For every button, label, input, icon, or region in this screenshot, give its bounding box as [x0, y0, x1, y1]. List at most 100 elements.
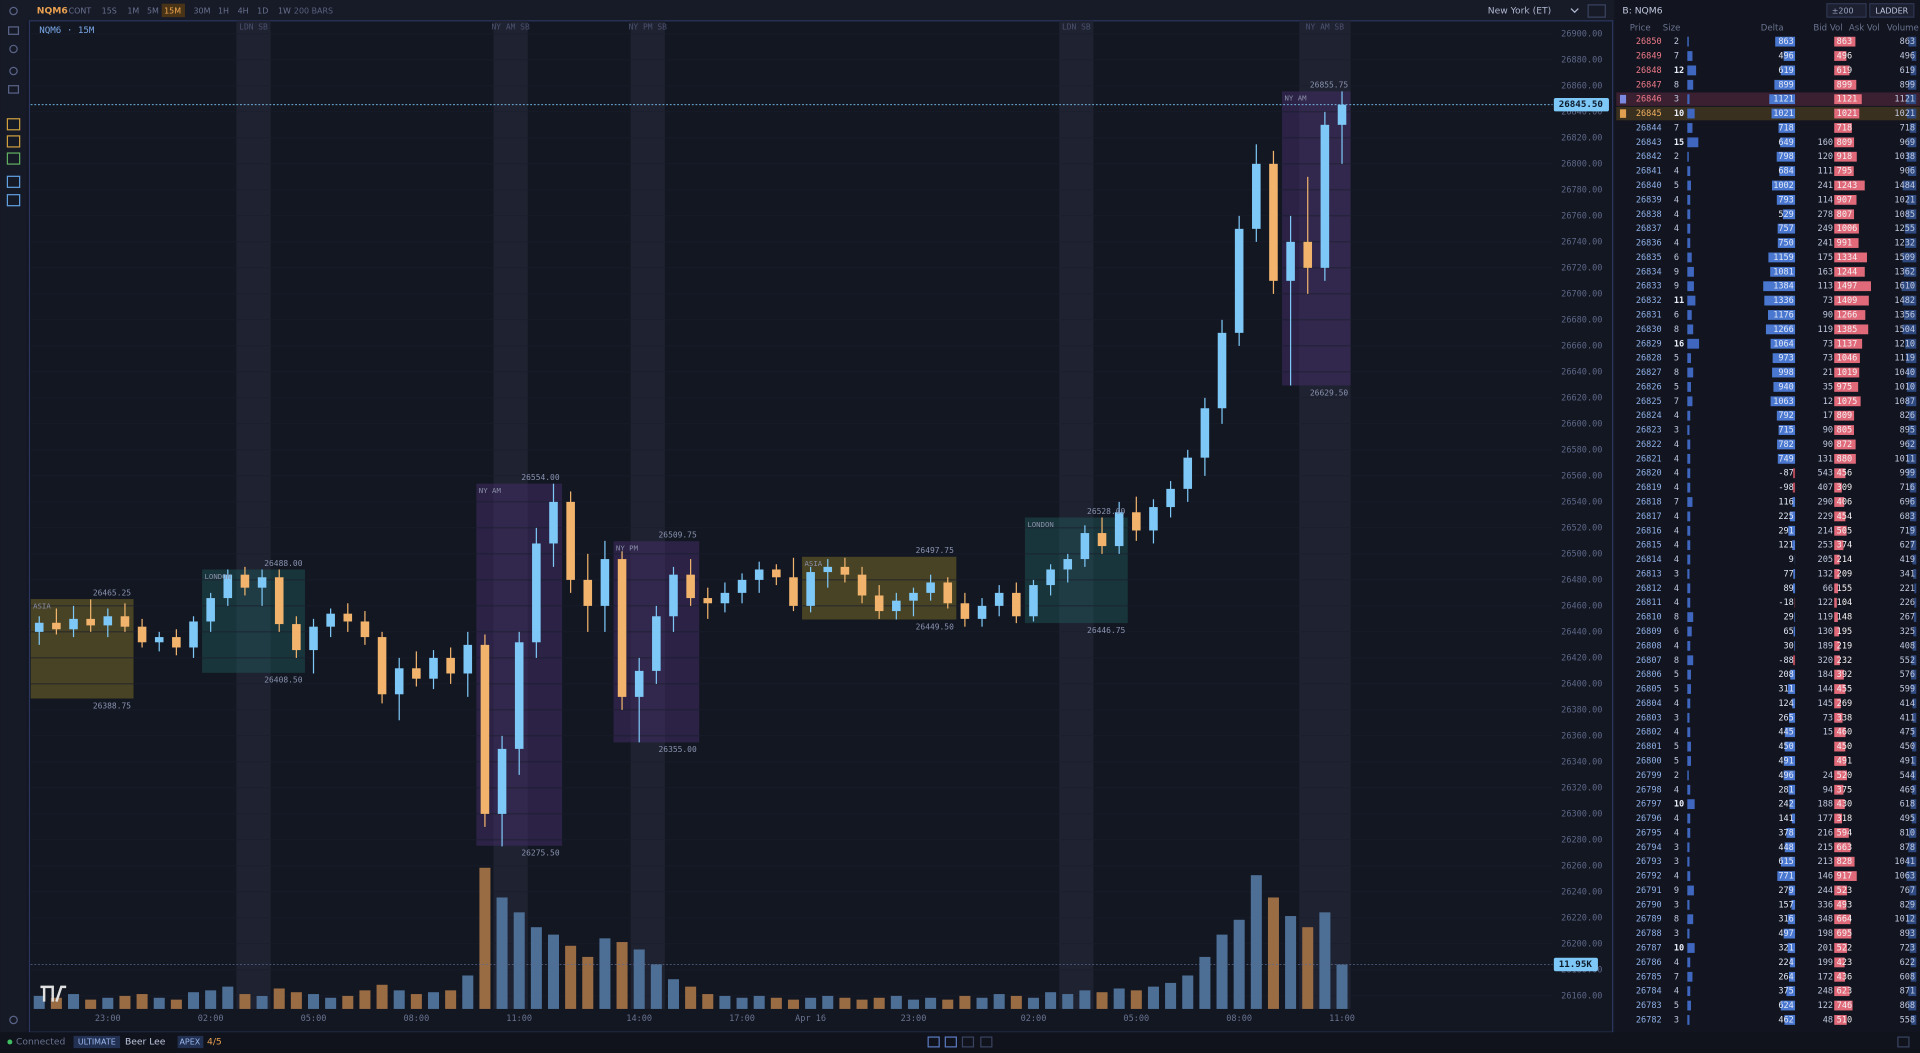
- volume-bar: [359, 990, 371, 1009]
- ladder-ask-vol: 1334: [1837, 253, 1858, 263]
- candle-body: [754, 569, 764, 580]
- ask-vol-bar: [1834, 626, 1840, 637]
- ladder-delta: 750: [1778, 239, 1793, 249]
- timeframe[interactable]: 30M: [194, 7, 211, 16]
- ladder-price: 26843: [1636, 138, 1662, 148]
- candle-body: [429, 657, 438, 679]
- volume-bar: [1130, 990, 1142, 1009]
- ladder-bid-vol: 94: [1823, 785, 1833, 795]
- ladder-price: 26796: [1636, 814, 1662, 824]
- ladder-volume: 899: [1900, 80, 1915, 90]
- ladder-bid-vol: 73: [1823, 339, 1833, 349]
- ladder-bid-vol: 66: [1823, 584, 1833, 594]
- ladder-size: 3: [1674, 900, 1679, 910]
- ladder-size: 3: [1674, 929, 1679, 939]
- timeframe[interactable]: 15S: [102, 7, 117, 16]
- ladder-volume: 895: [1900, 426, 1915, 436]
- symbol[interactable]: NQM6: [37, 6, 68, 17]
- ladder-price: 26830: [1636, 325, 1662, 335]
- ladder-price: 26794: [1636, 843, 1662, 853]
- candle-body: [977, 605, 987, 619]
- timeframe[interactable]: 1W: [278, 7, 291, 16]
- ladder-ask-vol: 718: [1837, 123, 1852, 133]
- tool-icon[interactable]: [6, 118, 21, 131]
- x-tick-label: 05:00: [1123, 1014, 1149, 1024]
- candle-body: [103, 616, 113, 626]
- ask-vol-bar: [1834, 439, 1856, 450]
- tool-icon[interactable]: [9, 1015, 18, 1025]
- ladder-ask-vol: 828: [1837, 857, 1852, 867]
- ladder-bid-vol: 90: [1823, 440, 1833, 450]
- tool-icon[interactable]: [8, 26, 20, 35]
- ladder-volume: 719: [1900, 526, 1915, 536]
- timeframe[interactable]: 1H: [218, 7, 229, 16]
- ladder-size: 5: [1674, 685, 1679, 695]
- ladder-bid-vol: 145: [1818, 699, 1833, 709]
- timeframe[interactable]: 15M: [164, 7, 181, 16]
- layout-button[interactable]: [1587, 4, 1606, 18]
- ladder-volume: 1063: [1894, 872, 1915, 882]
- ladder-size: 9: [1674, 267, 1679, 277]
- ladder-price: 26804: [1636, 699, 1662, 709]
- ladder-ask-vol: 214: [1837, 555, 1852, 565]
- ladder-delta: 89: [1784, 584, 1794, 594]
- contract[interactable]: CONT: [69, 7, 92, 16]
- tool-icon[interactable]: [9, 6, 18, 16]
- ladder-volume: 1232: [1894, 239, 1915, 249]
- ladder-volume: 576: [1900, 670, 1915, 680]
- volume-cell-bar: [1908, 842, 1917, 853]
- volume-bar: [256, 995, 268, 1009]
- volume-bar: [719, 995, 731, 1009]
- ask-vol-bar: [1834, 194, 1857, 205]
- ladder-volume: 608: [1900, 972, 1915, 982]
- size-bar: [1687, 382, 1691, 392]
- ladder-price: 26841: [1636, 167, 1662, 177]
- tool-icon[interactable]: [9, 66, 18, 76]
- session-window: [1059, 20, 1094, 1009]
- ladder-volume: 1010: [1894, 382, 1915, 392]
- size-bar: [1687, 569, 1690, 579]
- volume-cell-bar: [1914, 597, 1917, 608]
- timeframe[interactable]: 1D: [257, 7, 268, 16]
- layout-icon[interactable]: [944, 1036, 957, 1048]
- candle-body: [1080, 533, 1090, 560]
- layout-icon[interactable]: [980, 1036, 993, 1048]
- timeframe[interactable]: 1M: [127, 7, 139, 16]
- session-box-name: LONDON: [205, 572, 231, 581]
- ladder-price: 26797: [1636, 800, 1662, 810]
- candle-body: [1320, 124, 1330, 268]
- size-bar: [1687, 943, 1695, 953]
- candle-body: [669, 574, 678, 617]
- tool-icon[interactable]: [9, 44, 18, 54]
- session-box-name: NY PM: [616, 544, 639, 553]
- size-bar: [1687, 482, 1691, 493]
- tool-icon[interactable]: [6, 152, 21, 165]
- delta-bar: [1784, 727, 1796, 738]
- ladder-delta: 281: [1778, 785, 1793, 795]
- volume-bar: [239, 994, 251, 1009]
- layout-icon[interactable]: [1897, 1036, 1910, 1048]
- size-bar: [1687, 856, 1690, 867]
- ladder-price: 26801: [1636, 742, 1662, 752]
- ladder-delta: 65: [1784, 627, 1794, 637]
- ladder-ask-vol: 872: [1837, 440, 1852, 450]
- ladder-delta: 225: [1778, 512, 1793, 522]
- range-select[interactable]: [1826, 3, 1867, 18]
- ladder-volume: 552: [1900, 656, 1915, 666]
- volume-cell-bar: [1906, 108, 1917, 119]
- layout-icon[interactable]: [961, 1036, 975, 1048]
- tool-icon[interactable]: [8, 85, 20, 94]
- layout-icon[interactable]: [927, 1036, 940, 1048]
- candle-body: [1063, 559, 1073, 570]
- timezone[interactable]: New York (ET): [1488, 6, 1551, 17]
- tool-icon[interactable]: [6, 194, 21, 207]
- delta-bar: [1789, 511, 1796, 522]
- ask-vol-bar: [1834, 899, 1847, 910]
- tool-icon[interactable]: [6, 175, 21, 188]
- tool-icon[interactable]: [6, 135, 21, 148]
- ask-vol-bar: [1834, 108, 1860, 119]
- volume-bar: [1302, 927, 1314, 1009]
- ladder-button[interactable]: [1869, 3, 1915, 18]
- timeframe[interactable]: 5M: [147, 7, 159, 16]
- timeframe[interactable]: 4H: [238, 7, 249, 16]
